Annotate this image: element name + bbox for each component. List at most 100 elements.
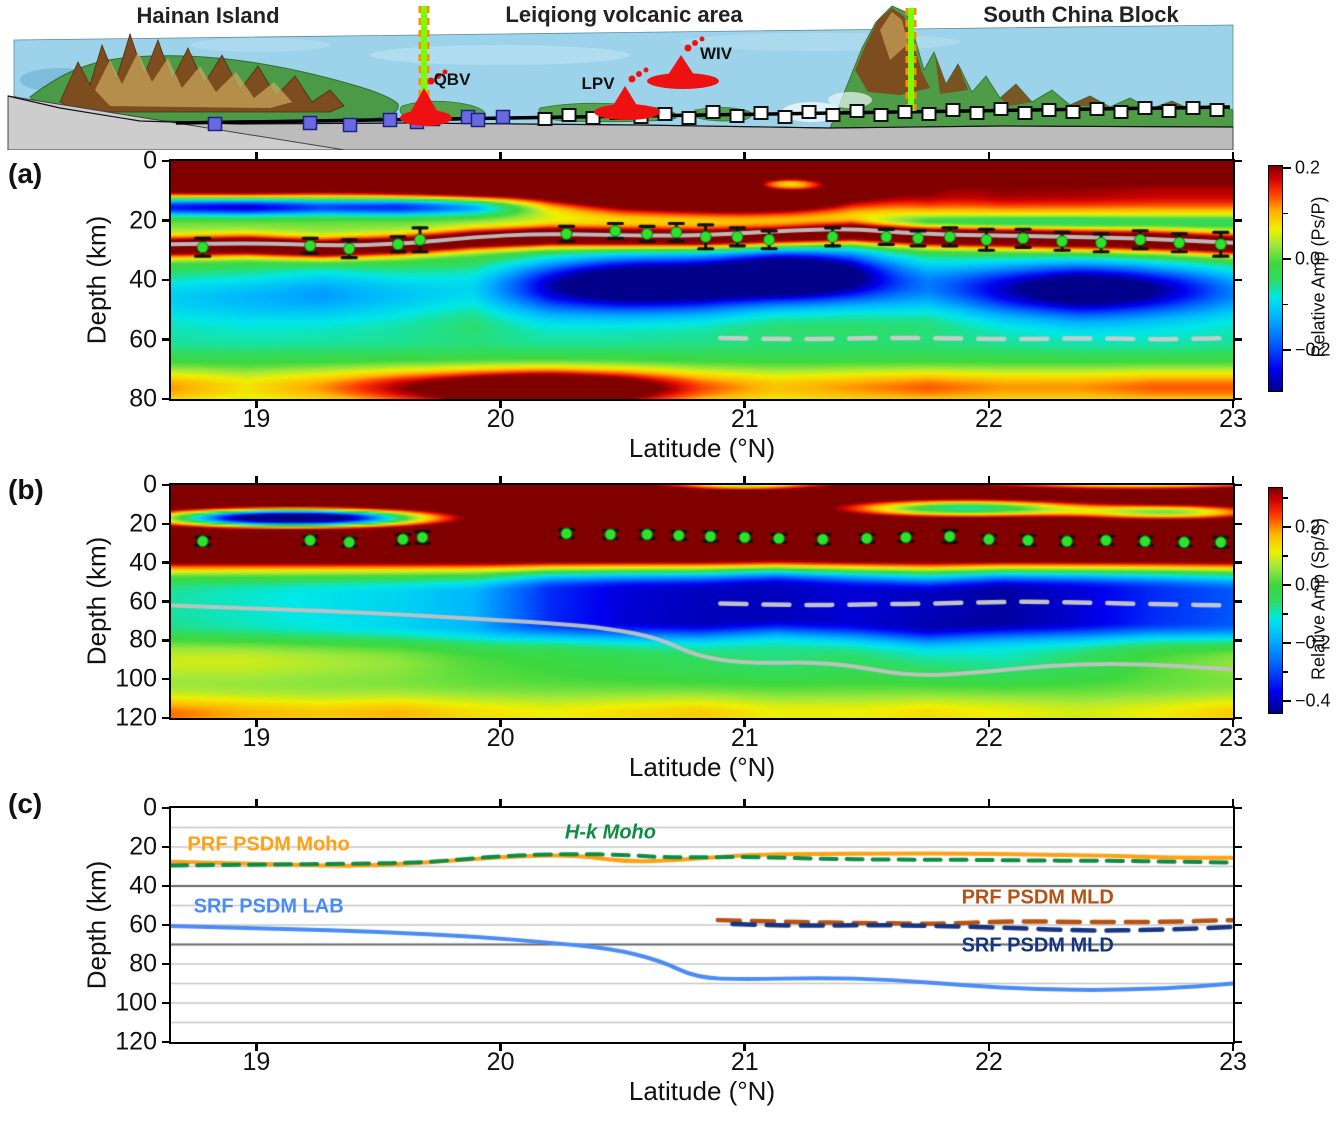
label-hainan-island: Hainan Island	[136, 3, 280, 28]
x-tick-mark-top	[1231, 152, 1235, 161]
x-tick-label: 20	[486, 405, 515, 433]
x-tick-label: 21	[730, 405, 759, 433]
series-label: SRF PSDM LAB	[193, 895, 344, 918]
station-white-square	[1161, 104, 1177, 118]
station-white-square	[801, 105, 817, 119]
terrain-silhouette	[7, 95, 1234, 129]
x-tick-mark	[499, 718, 502, 727]
x-tick-mark	[1231, 1042, 1235, 1051]
y-tick-mark	[162, 600, 171, 603]
y-tick-mark	[162, 1001, 171, 1005]
colorbar-minor-tick	[1283, 613, 1288, 615]
x-tick-mark	[1231, 718, 1235, 727]
y-tick-mark-right	[1233, 338, 1242, 341]
station-white-square	[1209, 103, 1225, 117]
y-tick-label: 60	[129, 325, 157, 353]
x-tick-mark-top	[987, 799, 991, 808]
station-white-square	[657, 107, 673, 121]
x-tick-label: 20	[486, 724, 515, 752]
x-tick-mark	[499, 1042, 502, 1051]
station-white-square	[921, 107, 937, 121]
colorbar-tick-label: 0.0	[1295, 248, 1321, 269]
station-white-square	[873, 108, 889, 122]
station-white-square	[705, 105, 721, 119]
station-white-square	[585, 111, 601, 125]
volcano-cone	[609, 86, 641, 112]
station-white-square	[753, 106, 769, 120]
y-tick-mark	[162, 397, 171, 401]
volcano-cone	[664, 55, 698, 81]
y-tick-label: 60	[129, 587, 157, 615]
series-label: PRF PSDM MLD	[961, 886, 1114, 909]
station-white-square	[1065, 105, 1081, 119]
panel-c-tag: (c)	[8, 788, 43, 819]
series-label: SRF PSDM MLD	[961, 934, 1114, 957]
panel-a-tag: (a)	[8, 158, 43, 189]
colorbar-tick-mark	[1283, 258, 1291, 261]
x-tick-mark-top	[499, 152, 502, 161]
station-blue-square	[382, 112, 398, 128]
colorbar-tick-label: −0.4	[1295, 690, 1331, 711]
colorbar-minor-tick	[1283, 671, 1288, 673]
x-tick-label: 22	[974, 405, 1003, 433]
y-tick-mark	[162, 806, 171, 810]
x-tick-mark-top	[1231, 476, 1235, 485]
x-tick-mark	[255, 399, 258, 408]
y-tick-mark	[162, 677, 171, 681]
sea-highlight	[190, 38, 330, 52]
volcano-smoke-dot	[628, 75, 636, 83]
peak-highlight	[880, 12, 908, 60]
y-tick-mark	[162, 1040, 171, 1044]
x-tick-label: 22	[974, 1048, 1003, 1076]
x-tick-mark	[1231, 399, 1235, 408]
x-tick-mark-top	[743, 799, 746, 808]
x-tick-mark	[743, 718, 746, 727]
colorbar-tick-label: 0.2	[1295, 157, 1321, 178]
x-tick-mark-top	[255, 476, 258, 485]
y-tick-mark	[162, 884, 171, 888]
y-tick-label: 0	[143, 470, 157, 499]
station-white-square	[1041, 103, 1057, 117]
colorbar-tick-mark	[1283, 699, 1291, 702]
y-tick-mark	[162, 561, 171, 564]
y-tick-label: 80	[129, 949, 157, 978]
volcano-smoke-dot	[699, 36, 705, 42]
station-white-square	[681, 111, 697, 125]
y-tick-mark	[162, 522, 171, 526]
y-tick-mark-right	[1233, 806, 1242, 810]
station-blue-square	[495, 109, 511, 125]
y-tick-mark-right	[1233, 677, 1242, 681]
volcano-smoke-dot	[435, 73, 441, 79]
y-tick-label: 20	[129, 509, 157, 538]
y-tick-mark-right	[1233, 522, 1242, 526]
volcano-smoke-dot	[692, 40, 698, 46]
station-white-square	[993, 102, 1009, 116]
x-tick-mark-top	[987, 476, 991, 485]
y-tick-mark-right	[1233, 278, 1242, 282]
x-tick-mark	[255, 718, 258, 727]
x-tick-mark	[987, 399, 991, 408]
y-tick-mark	[162, 639, 171, 642]
volcano-smoke-dot	[442, 69, 448, 75]
y-tick-mark-right	[1233, 923, 1242, 927]
volcano-label: WIV	[699, 44, 733, 63]
y-tick-label: 80	[129, 384, 157, 413]
series-label: PRF PSDM Moho	[187, 833, 350, 856]
colorbar-tick-mark	[1283, 641, 1291, 644]
colorbar-b	[1268, 487, 1283, 714]
volcano-smoke-dot	[636, 71, 642, 77]
y-tick-mark	[162, 845, 171, 849]
station-blue-square	[342, 117, 358, 133]
station-white-square	[561, 108, 577, 122]
x-tick-mark-top	[987, 152, 991, 161]
x-tick-mark	[743, 399, 746, 408]
station-white-square	[969, 106, 985, 120]
y-tick-mark-right	[1233, 561, 1242, 564]
x-tick-label: 20	[486, 1048, 515, 1076]
colorbar-tick-label: −0.2	[1295, 632, 1331, 653]
colorbar-tick-mark	[1283, 349, 1291, 351]
x-tick-mark	[743, 1042, 746, 1051]
sea-highlight	[370, 45, 630, 65]
x-tick-label: 19	[242, 724, 271, 752]
label-south-china-block: South China Block	[983, 2, 1179, 27]
